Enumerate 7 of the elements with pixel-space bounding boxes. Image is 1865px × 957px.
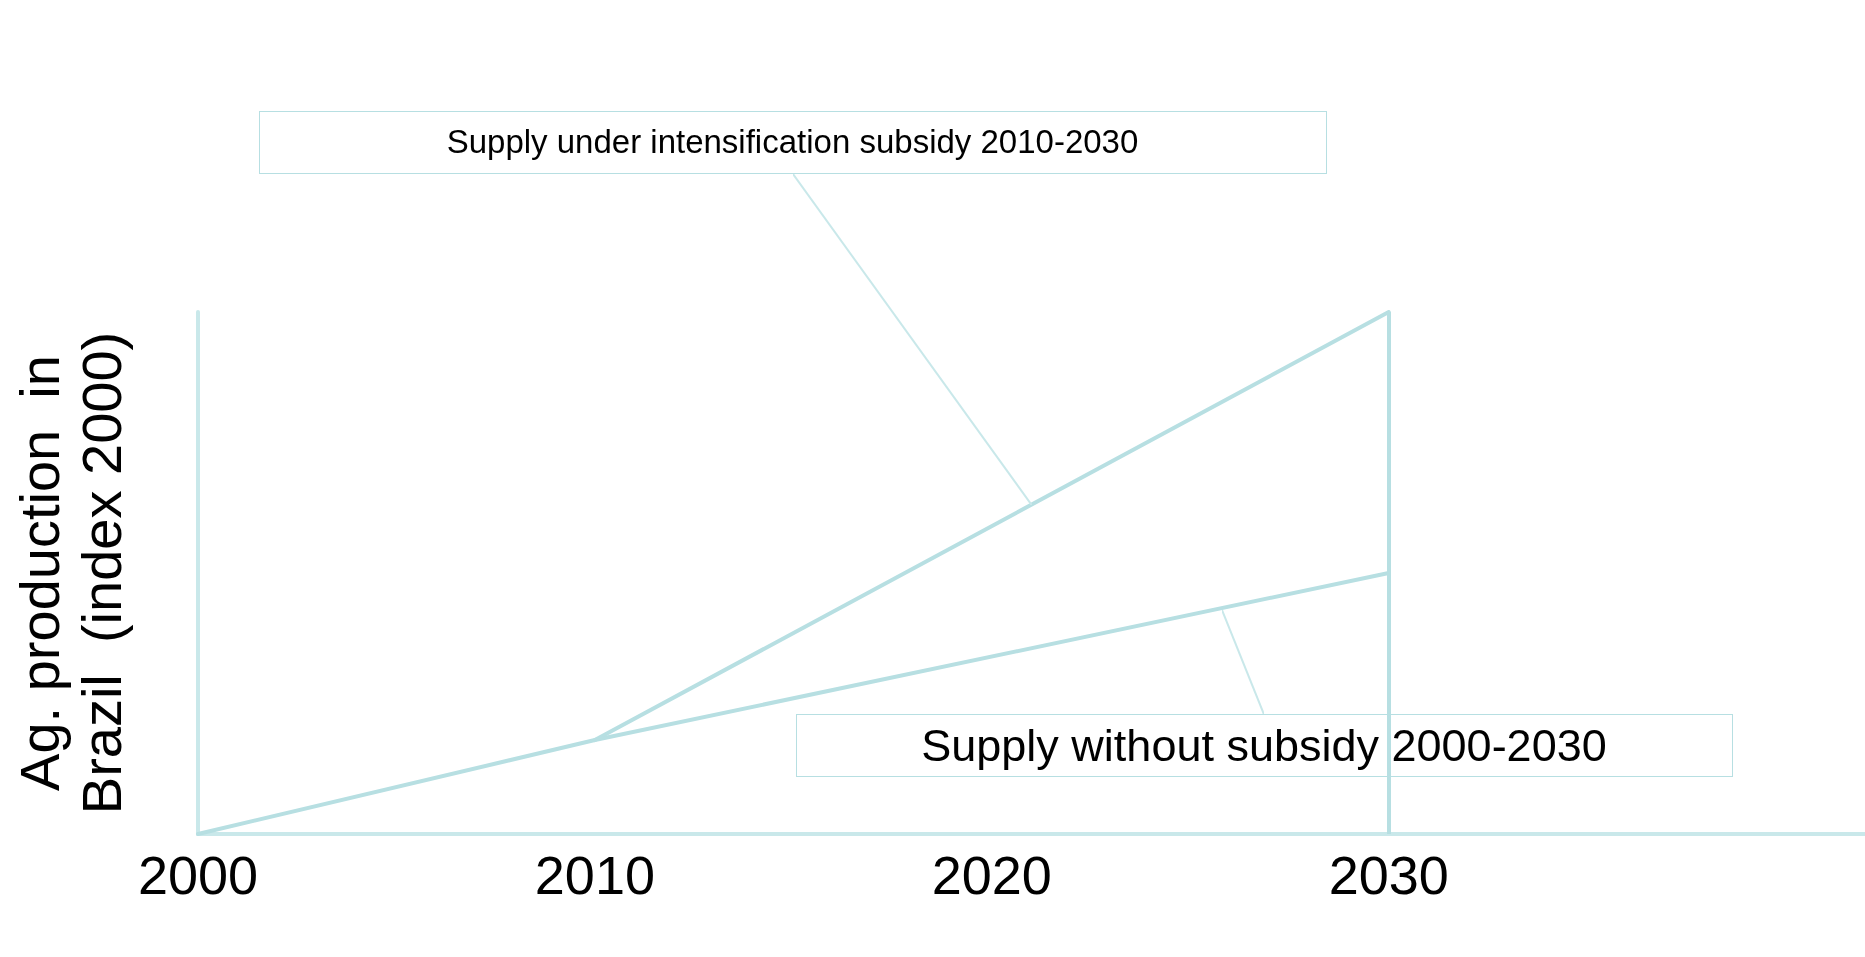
x-tick-label: 2030 — [1328, 845, 1449, 905]
y-axis-title: Ag. production in Brazil (index 2000) — [7, 331, 133, 815]
x-tick-label: 2020 — [931, 845, 1052, 905]
x-tick-label: 2000 — [137, 845, 259, 905]
x-tick-label: 2010 — [534, 845, 655, 905]
annotation: Supply under intensification subsidy 2010-2030 — [258, 110, 1327, 174]
annotation: Supply without subsidy 2000-2030 — [795, 714, 1733, 778]
